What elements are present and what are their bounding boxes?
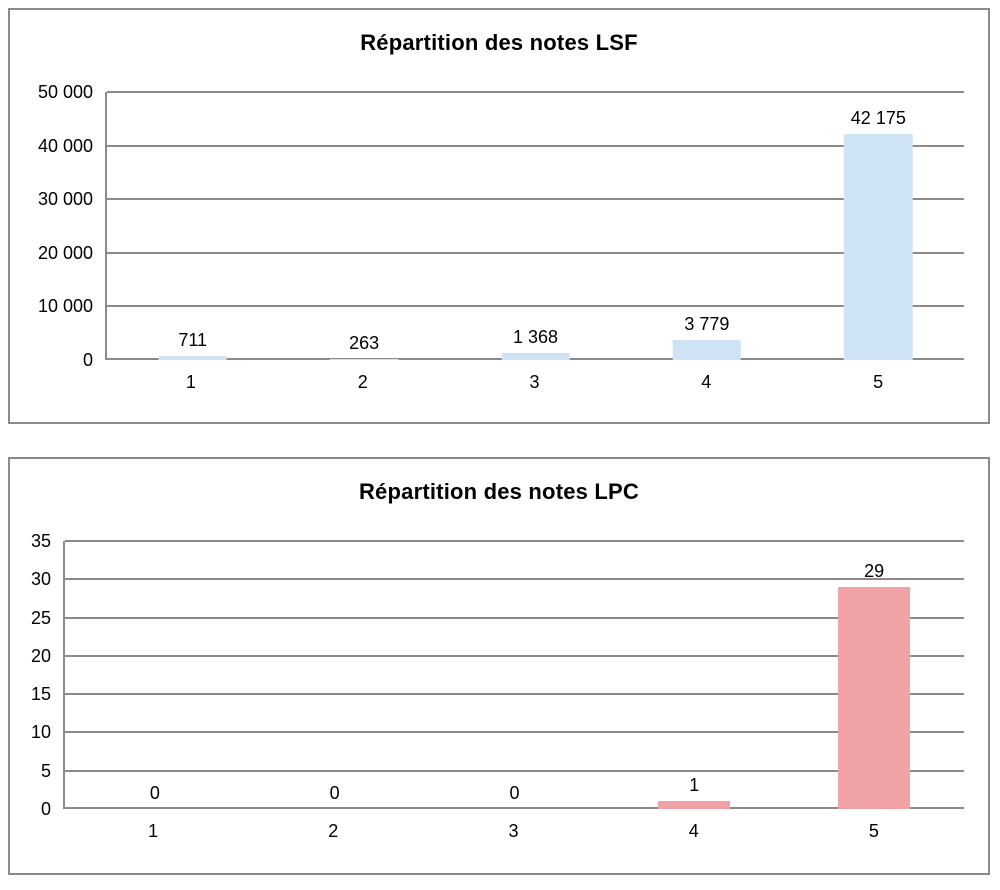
- bar: [658, 801, 731, 809]
- y-axis-label: 50 000: [37, 82, 93, 102]
- y-axis-label: 5: [40, 760, 51, 781]
- y-axis-label: 35: [30, 531, 51, 551]
- x-axis-label: 3: [508, 821, 519, 841]
- bar-value-label: 1 368: [512, 326, 559, 347]
- x-axis-label: 1: [185, 372, 196, 392]
- gridline: [65, 578, 964, 581]
- x-axis-label: 4: [701, 372, 712, 392]
- y-axis-label: 25: [30, 607, 51, 628]
- x-axis-label: 4: [688, 821, 699, 841]
- bar-value-label: 0: [149, 783, 160, 803]
- bar-slot: 42 175: [793, 92, 964, 360]
- y-axis: 0 10 000 20 000 30 000 40 000 50 000: [10, 83, 105, 369]
- page: Répartition des notes LSF 0 10 000 20 000 3…: [0, 8, 1000, 890]
- x-axis-label: 5: [873, 372, 884, 392]
- gridline: [107, 198, 964, 201]
- y-axis-label: 10 000: [37, 296, 93, 317]
- bar-value-label: 0: [509, 783, 520, 803]
- bar-slots: 711 263 1 368 3 779 42 175: [107, 92, 964, 360]
- x-axis-label: 3: [529, 372, 540, 392]
- bar-value-label: 0: [329, 783, 340, 803]
- bar: [329, 358, 399, 360]
- x-axis-label: 2: [328, 821, 339, 841]
- gridline: [107, 251, 964, 254]
- plot-column: 0 0 0 1 29 1 2 3 4 5: [63, 540, 964, 841]
- bar-value-label: 263: [349, 332, 380, 353]
- bar: [838, 586, 911, 809]
- bar-slot: 1: [604, 541, 784, 809]
- y-axis-label: 0: [40, 799, 51, 819]
- x-axis-label: 2: [357, 372, 368, 392]
- y-axis-label: 10: [30, 722, 51, 743]
- bar-slot: 263: [278, 92, 449, 360]
- bar-slot: 711: [107, 92, 278, 360]
- chart-panel-lpc: Répartition des notes LPC 0 5 10 15 20 25 30 35…: [8, 457, 990, 875]
- y-axis-label: 0: [82, 350, 93, 370]
- plot-area: 711 263 1 368 3 779 42 175: [105, 91, 964, 360]
- x-axis-label: 1: [148, 821, 159, 841]
- y-axis-label: 30: [30, 569, 51, 590]
- bar-value-label: 1: [689, 775, 700, 796]
- gridline: [107, 91, 964, 93]
- plot-column: 711 263 1 368 3 779 42 175 1 2 3 4 5: [105, 91, 964, 392]
- x-axis: 1 2 3 4 5: [63, 821, 964, 842]
- y-axis-label: 40 000: [37, 135, 93, 156]
- x-axis-label: 5: [868, 821, 879, 841]
- y-axis-label: 20 000: [37, 242, 93, 263]
- x-axis: 1 2 3 4 5: [105, 372, 964, 393]
- bar-slot: 0: [425, 541, 605, 809]
- y-axis-label: 30 000: [37, 189, 93, 210]
- bar-slot: 0: [65, 541, 245, 809]
- gridline: [65, 807, 964, 809]
- gridline: [65, 540, 964, 542]
- gridline: [65, 731, 964, 734]
- gridline: [65, 693, 964, 696]
- chart-body: 0 5 10 15 20 25 30 35 0 0 0 1 29 1 2 3 4 5: [10, 532, 988, 841]
- bar: [501, 352, 570, 360]
- bar-value-label: 29: [864, 560, 885, 581]
- gridline: [65, 654, 964, 657]
- bar-slots: 0 0 0 1 29: [65, 541, 964, 809]
- gridline: [107, 305, 964, 308]
- bar-slot: 3 779: [621, 92, 792, 360]
- bar-slot: 0: [245, 541, 425, 809]
- bar-slot: 29: [784, 541, 964, 809]
- gridline: [107, 144, 964, 147]
- bar-value-label: 711: [178, 330, 208, 351]
- bar-value-label: 3 779: [684, 313, 730, 334]
- chart-title: Répartition des notes LPC: [358, 479, 640, 504]
- plot-area: 0 0 0 1 29: [63, 540, 964, 809]
- gridline: [65, 769, 964, 772]
- y-axis-label: 15: [30, 684, 51, 705]
- bar: [844, 133, 913, 360]
- chart-title: Répartition des notes LSF: [360, 30, 638, 55]
- gridline: [65, 616, 964, 619]
- chart-body: 0 10 000 20 000 30 000 40 000 50 000 711 263 1 …: [10, 83, 988, 392]
- bar-value-label: 42 175: [850, 107, 906, 128]
- bar: [672, 339, 742, 360]
- y-axis: 0 5 10 15 20 25 30 35: [10, 532, 63, 818]
- bar-slot: 1 368: [450, 92, 621, 360]
- y-axis-label: 20: [30, 645, 51, 666]
- chart-panel-lsf: Répartition des notes LSF 0 10 000 20 000 3…: [8, 8, 990, 424]
- bar: [158, 356, 227, 360]
